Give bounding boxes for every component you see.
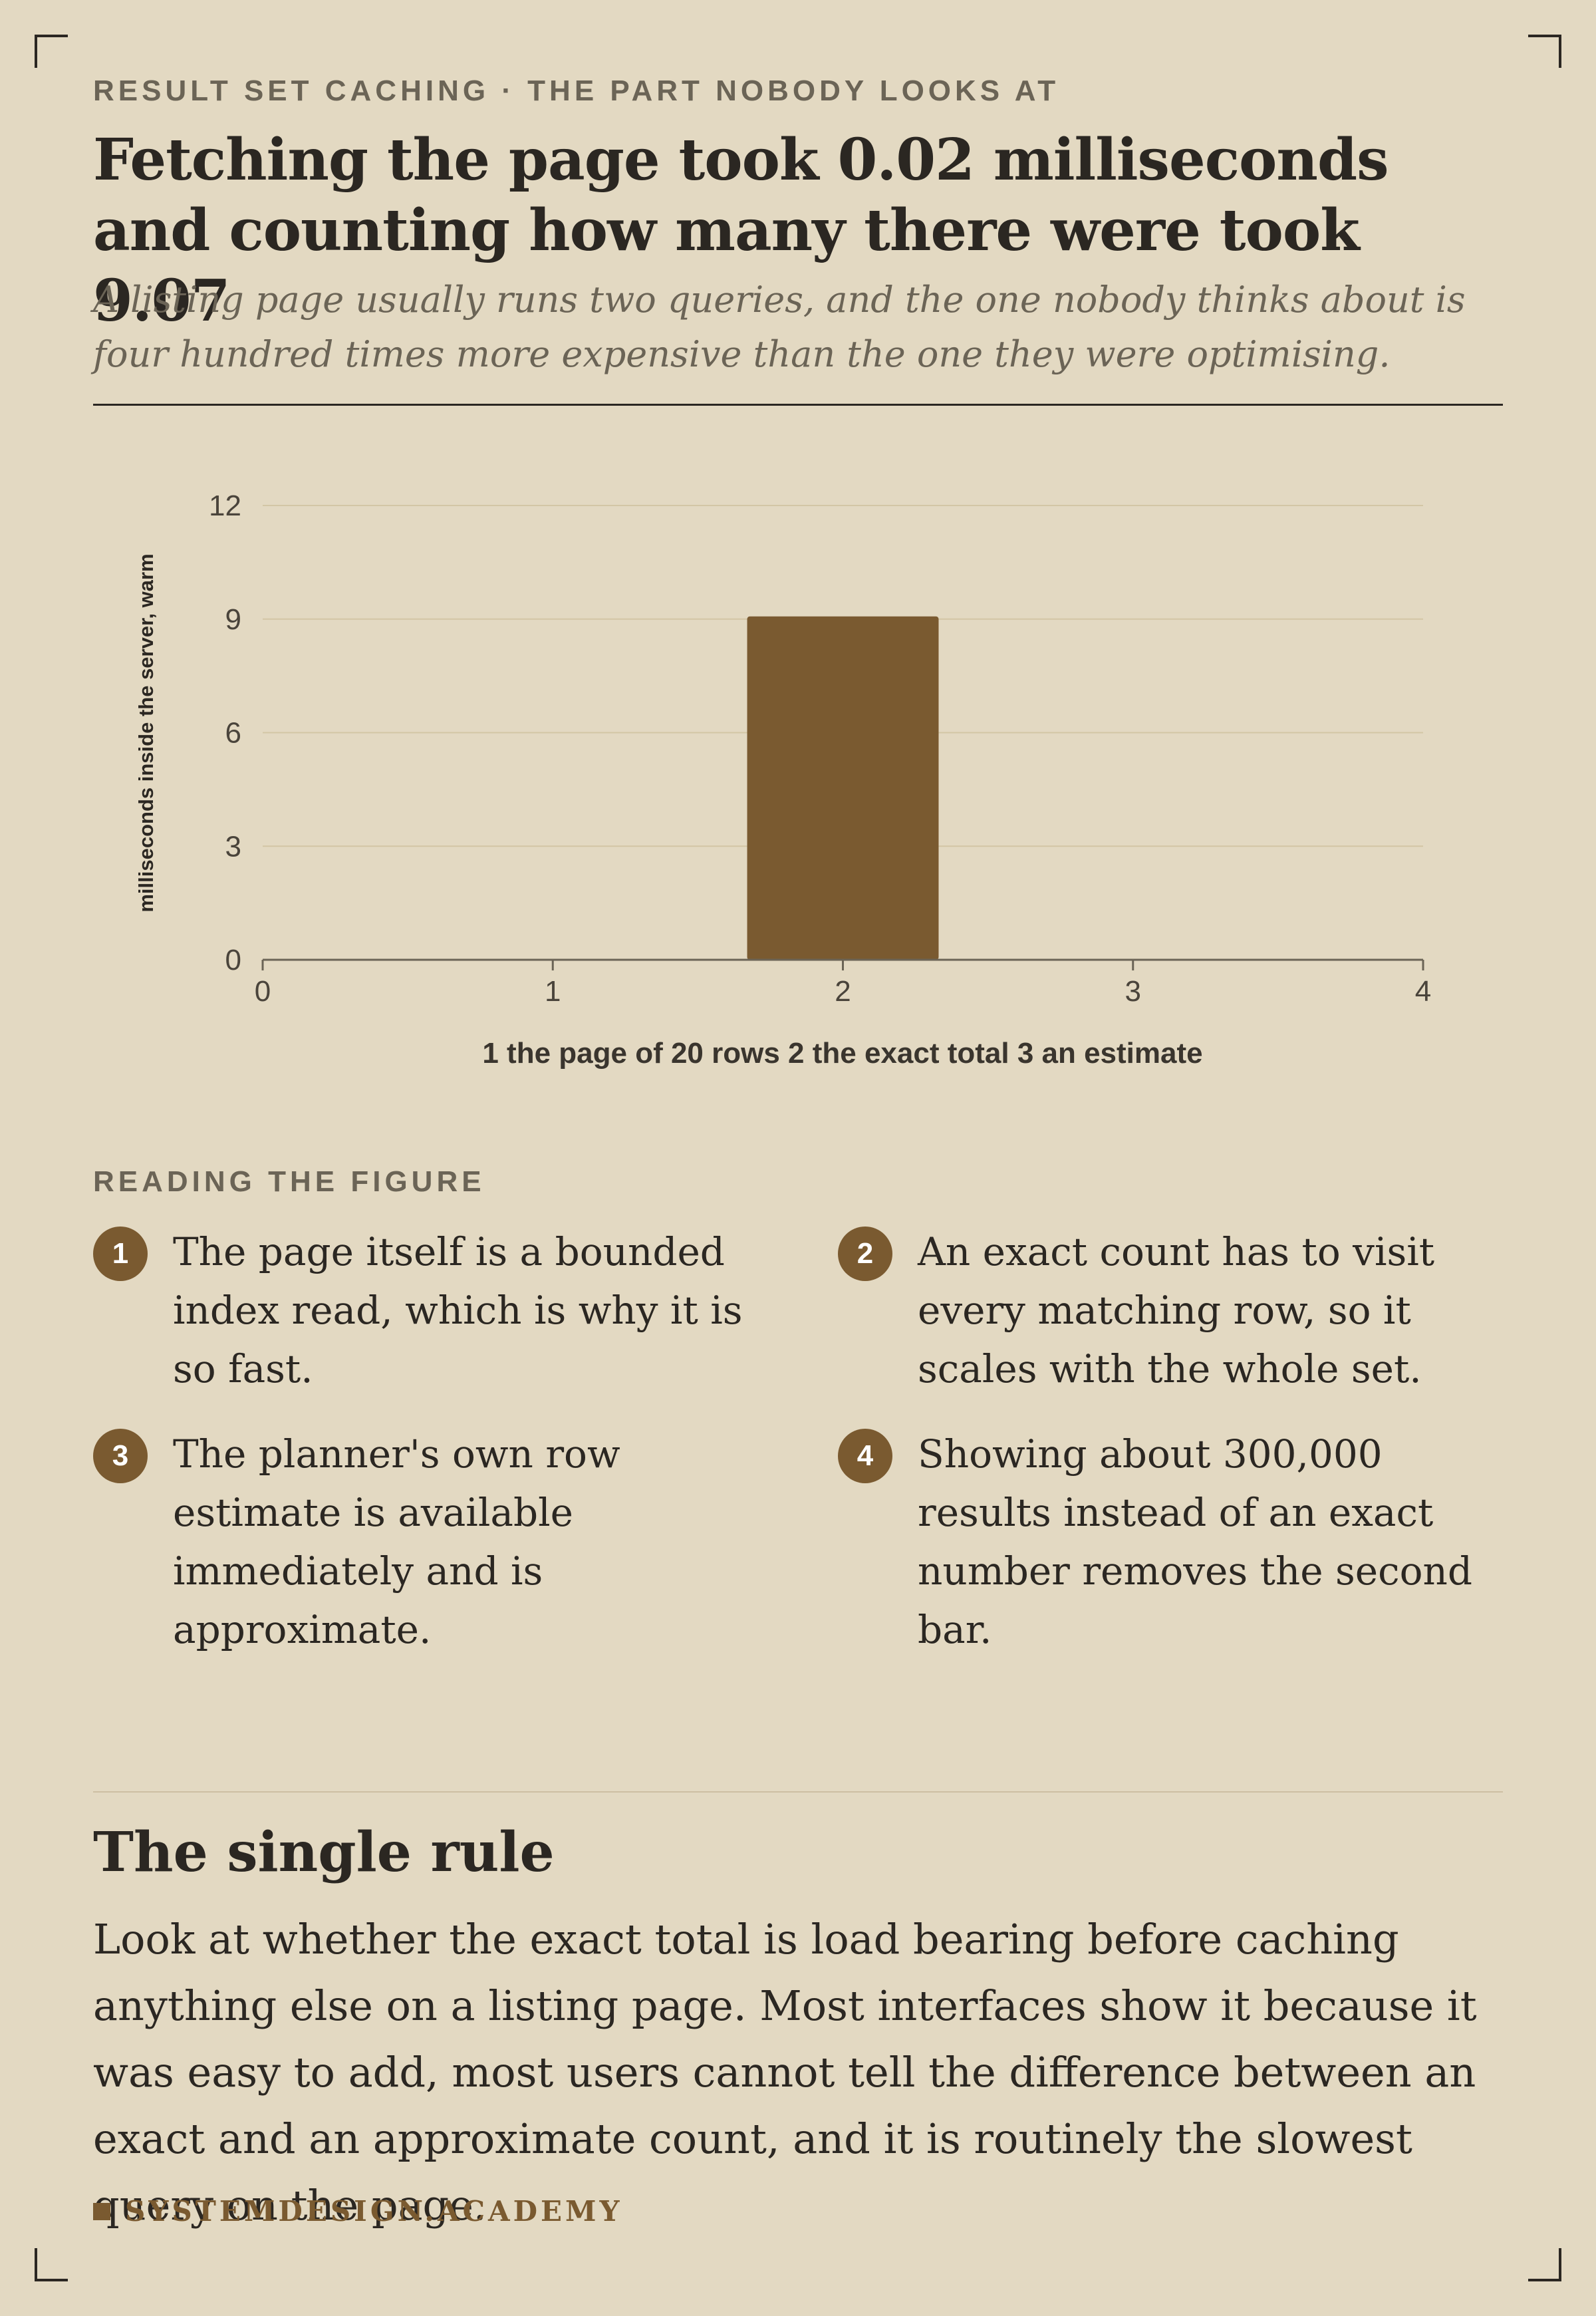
note-text: The planner's own row estimate is availa… [173, 1431, 620, 1652]
page-title: Fetching the page took 0.02 milliseconds… [93, 126, 1389, 335]
subtitle: A listing page usually runs two queries,… [93, 279, 1466, 375]
note-text: Showing about 300,000 results instead of… [918, 1431, 1472, 1652]
section-divider [93, 1791, 1503, 1793]
y-tick-label: 6 [225, 717, 241, 750]
note-2: 2 An exact count has to visit every matc… [838, 1223, 1503, 1398]
rule-title: The single rule [93, 1820, 555, 1884]
y-tick-label: 0 [225, 944, 241, 976]
note-number-badge: 1 [93, 1227, 148, 1281]
corner-mark-bottom-left [35, 2248, 68, 2281]
rule-body: Look at whether the exact total is load … [93, 1915, 1477, 2230]
y-tick-label: 9 [225, 603, 241, 636]
note-3: 3 The planner's own row estimate is avai… [93, 1425, 758, 1659]
brand-label: SYSTEMDESIGN.ACADEMY [125, 2195, 623, 2228]
note-1: 1 The page itself is a bounded index rea… [93, 1223, 758, 1398]
x-tick-label: 3 [1125, 975, 1141, 1008]
y-axis-label: milliseconds inside the server, warm [134, 553, 158, 912]
chart-bars [457, 616, 1229, 960]
x-tick-label: 2 [835, 975, 851, 1008]
reading-heading: READING THE FIGURE [93, 1165, 485, 1198]
kicker: RESULT SET CACHING · THE PART NOBODY LOO… [93, 74, 1060, 107]
note-number-badge: 2 [838, 1227, 892, 1281]
note-number-badge: 3 [93, 1429, 148, 1483]
corner-mark-bottom-right [1528, 2248, 1561, 2281]
note-4: 4 Showing about 300,000 results instead … [838, 1425, 1503, 1659]
brand: SYSTEMDESIGN.ACADEMY [93, 2195, 623, 2228]
brand-square-icon [93, 2202, 110, 2220]
corner-mark-top-left [35, 35, 68, 68]
note-text: The page itself is a bounded index read,… [173, 1229, 743, 1391]
note-text: An exact count has to visit every matchi… [918, 1229, 1435, 1391]
x-tick-label: 4 [1415, 975, 1431, 1008]
x-tick-label: 0 [255, 975, 271, 1008]
x-axis-label: 1 the page of 20 rows 2 the exact total … [482, 1037, 1202, 1070]
y-tick-label: 12 [209, 490, 241, 522]
y-tick-label: 3 [225, 830, 241, 863]
corner-mark-top-right [1528, 35, 1561, 68]
note-number-badge: 4 [838, 1429, 892, 1483]
header-divider [93, 404, 1503, 406]
bar [747, 616, 939, 960]
x-tick-label: 1 [545, 975, 561, 1008]
